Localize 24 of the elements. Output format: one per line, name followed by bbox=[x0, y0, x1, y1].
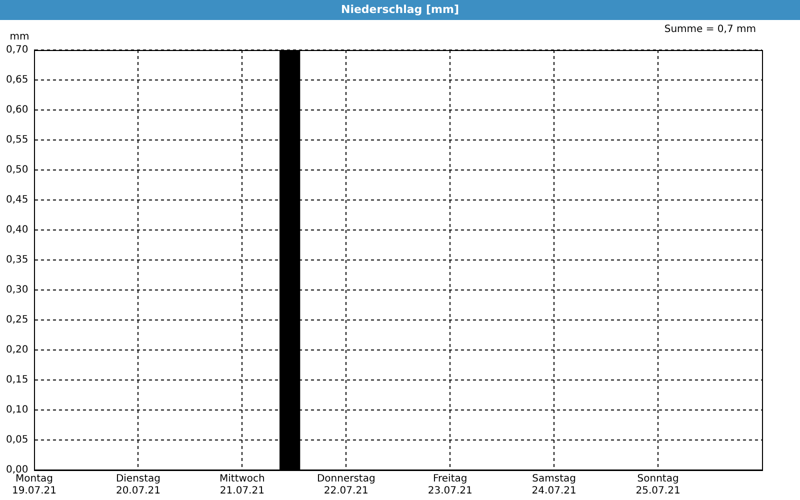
text: Summe = 0,7 mm bbox=[664, 24, 756, 35]
y-tick-label: 0,65 bbox=[6, 74, 28, 86]
x-tick-label: Samstag 24.07.21 bbox=[532, 474, 576, 497]
y-tick-label: 0,05 bbox=[6, 434, 28, 446]
y-tick-label: 0,45 bbox=[6, 194, 28, 206]
y-tick-label: 0,60 bbox=[6, 104, 28, 116]
y-tick-label: 0,35 bbox=[6, 254, 28, 266]
y-tick-label: 0,40 bbox=[6, 224, 28, 236]
y-axis-title: mm bbox=[10, 32, 30, 43]
y-tick-label: 0,70 bbox=[6, 44, 28, 56]
x-tick-label: Donnerstag 22.07.21 bbox=[316, 474, 376, 497]
x-tick-label: Mittwoch 21.07.21 bbox=[219, 474, 265, 497]
y-tick-label: 0,50 bbox=[6, 164, 28, 176]
x-tick-label: Sonntag 25.07.21 bbox=[636, 474, 680, 497]
y-tick-label: 0,15 bbox=[6, 374, 28, 386]
y-tick-label: 0,20 bbox=[6, 344, 28, 356]
y-tick-label: 0,25 bbox=[6, 314, 28, 326]
y-tick-label: 0,55 bbox=[6, 134, 28, 146]
y-tick-label: 0,10 bbox=[6, 404, 28, 416]
x-tick-label: Montag 19.07.21 bbox=[12, 474, 57, 497]
x-tick-label: Dienstag 20.07.21 bbox=[116, 474, 161, 497]
x-tick-label: Freitag 23.07.21 bbox=[428, 474, 472, 497]
chart-title: Niederschlag [mm] bbox=[0, 0, 800, 20]
y-tick-label: 0,30 bbox=[6, 284, 28, 296]
